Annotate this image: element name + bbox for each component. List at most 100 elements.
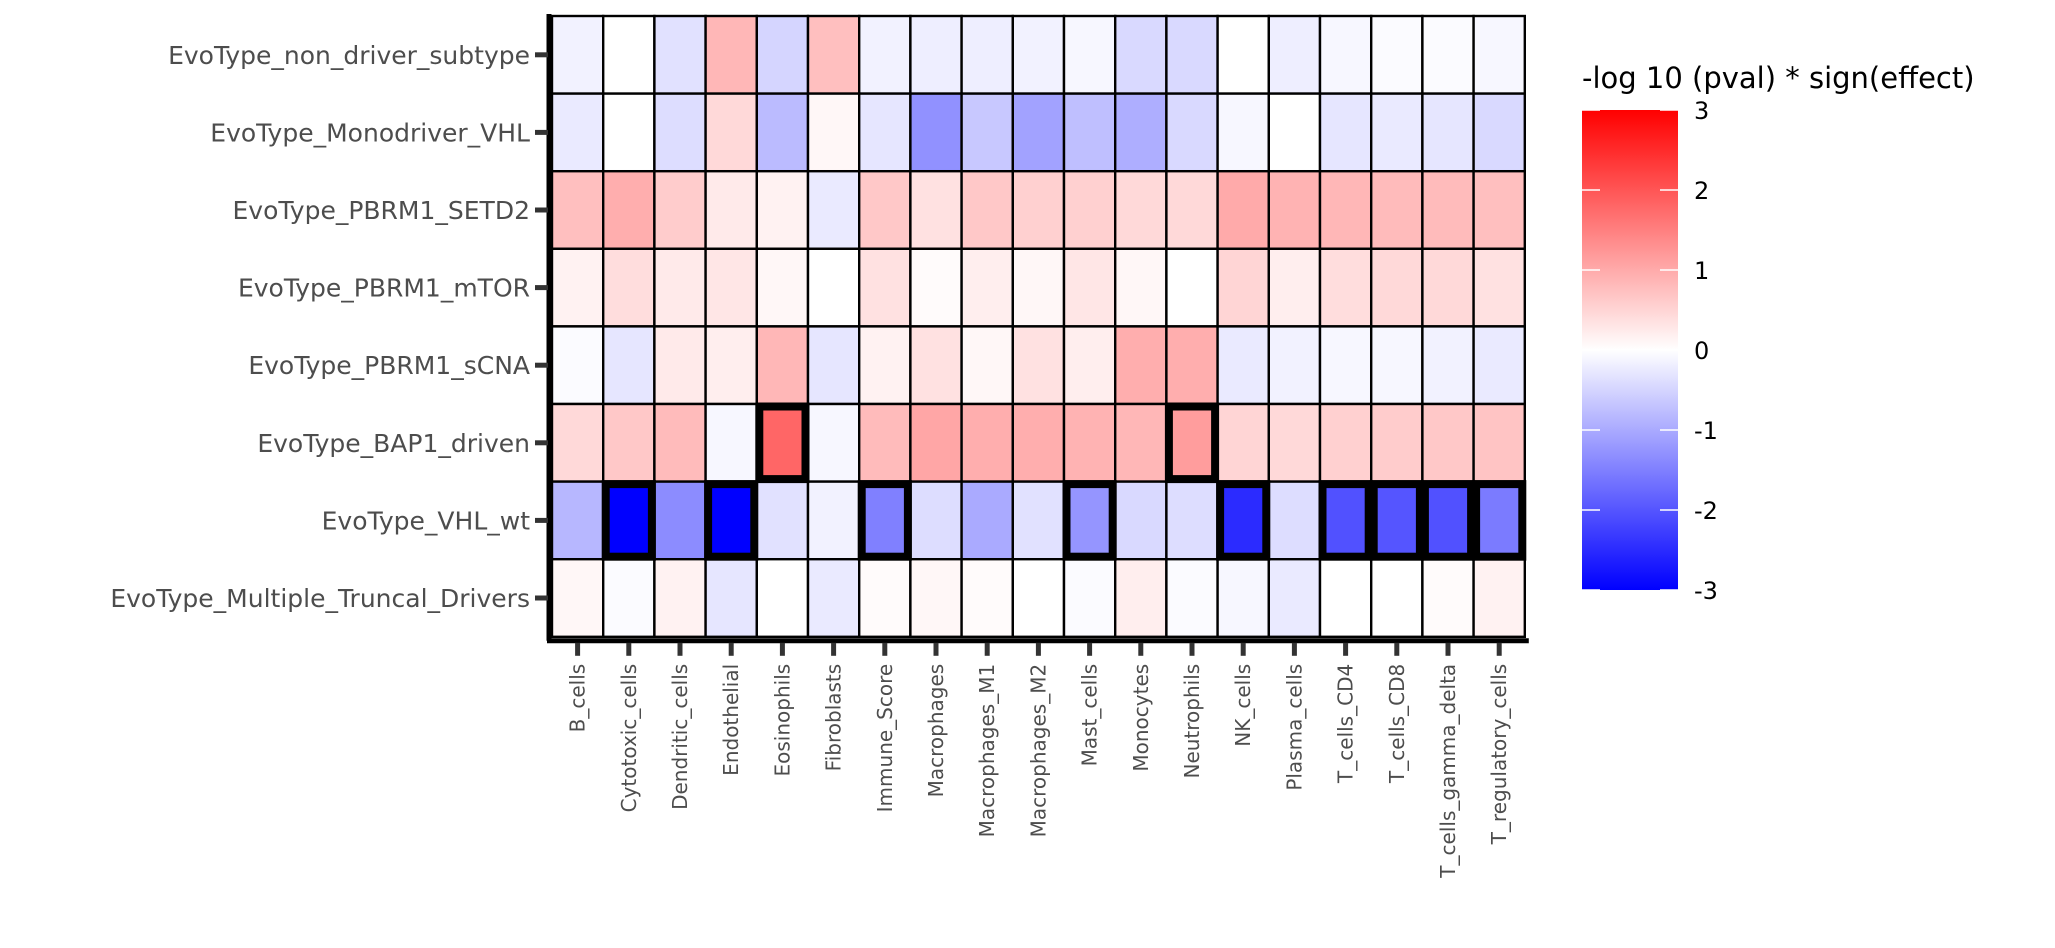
heatmap-cell [1062, 14, 1117, 95]
x-tick-label: Immune_Score [873, 664, 897, 813]
heatmap-cell [602, 480, 656, 561]
significant-cell-outline [1062, 480, 1117, 561]
heatmap-cell [1369, 325, 1424, 406]
heatmap-cell [909, 169, 963, 250]
heatmap-cell [1267, 325, 1322, 406]
heatmap-cell [806, 247, 861, 328]
significant-cell-outline [1164, 402, 1220, 484]
heatmap-cell [704, 169, 758, 250]
heatmap-cell [550, 325, 605, 406]
heatmap-cell [1267, 14, 1322, 95]
heatmap-cell [1216, 325, 1270, 406]
heatmap-cell [704, 325, 758, 406]
significance-highlights [601, 402, 1527, 561]
x-tick-label: Cytotoxic_cells [617, 664, 641, 813]
heatmap-cell [960, 480, 1014, 561]
heatmap-cell [806, 14, 861, 95]
x-tick-label: Macrophages_M1 [975, 664, 999, 838]
heatmap-cell [1421, 169, 1475, 250]
heatmap-cell [1011, 558, 1066, 639]
heatmap-cell [909, 480, 963, 561]
x-tick-label: Endothelial [719, 664, 743, 776]
x-tick-label: Neutrophils [1180, 664, 1204, 779]
heatmap-cell [1369, 480, 1424, 561]
heatmap-cell [550, 169, 605, 250]
heatmap-cell [704, 14, 758, 95]
heatmap-cell [1113, 92, 1168, 173]
heatmap-cell [960, 325, 1014, 406]
heatmap-cell [1062, 558, 1117, 639]
heatmap-cell [653, 480, 707, 561]
heatmap-cell [1216, 169, 1270, 250]
heatmap-cell [858, 169, 912, 250]
heatmap-cell [960, 558, 1014, 639]
x-tick-label: T_regulatory_cells [1487, 664, 1511, 845]
heatmap-cell [602, 169, 656, 250]
heatmap-cell [602, 92, 656, 173]
heatmap-cell [1472, 480, 1526, 561]
significant-cell-outline [1318, 480, 1373, 561]
heatmap-cell [1318, 169, 1373, 250]
heatmap-cell [1421, 558, 1475, 639]
heatmap-cell [1165, 92, 1219, 173]
heatmap-cell [960, 14, 1014, 95]
heatmap-cell [909, 325, 963, 406]
x-tick-label: B_cells [566, 664, 590, 733]
legend-tick-label: 0 [1694, 337, 1709, 365]
significant-cell-outline [704, 480, 759, 561]
heatmap-cell [806, 480, 861, 561]
y-tick-label: EvoType_PBRM1_SETD2 [233, 196, 530, 225]
y-tick-label: EvoType_PBRM1_mTOR [238, 274, 530, 303]
heatmap-cell [1472, 169, 1526, 250]
y-tick-label: EvoType_BAP1_driven [257, 429, 530, 458]
heatmap-cell [960, 169, 1014, 250]
heatmap-cell [602, 325, 656, 406]
heatmap-cell [602, 402, 656, 483]
heatmap-cell [550, 402, 605, 483]
heatmap-cell [1165, 169, 1219, 250]
heatmap-cell [1318, 92, 1373, 173]
heatmap-cell [1216, 558, 1270, 639]
heatmap-cell [602, 558, 656, 639]
x-tick-label: T_cells_CD8 [1385, 664, 1409, 784]
heatmap-cell [1165, 325, 1219, 406]
heatmap-cell [960, 402, 1014, 483]
heatmap-cell [806, 558, 861, 639]
y-tick-label: EvoType_Monodriver_VHL [210, 118, 530, 147]
heatmap-cell [550, 480, 605, 561]
heatmap-cell [1165, 402, 1219, 483]
axes [546, 14, 1529, 644]
legend-tick-label: 1 [1694, 257, 1709, 285]
heatmap-cell [1421, 92, 1475, 173]
x-tick-label: Fibroblasts [822, 664, 846, 772]
x-tick-label: Mast_cells [1078, 664, 1102, 767]
heatmap-cell [1062, 480, 1117, 561]
heatmap-cell [806, 169, 861, 250]
heatmap-cell [1113, 325, 1168, 406]
heatmap-cell [704, 480, 758, 561]
legend-tick-label: -2 [1694, 497, 1718, 525]
heatmap-cell [1113, 402, 1168, 483]
legend-tick-label: -3 [1694, 577, 1718, 605]
heatmap-cell [1216, 247, 1270, 328]
significant-cell-outline [755, 402, 810, 484]
heatmap-cell [909, 14, 963, 95]
heatmap-cell [1011, 247, 1066, 328]
y-tick-label: EvoType_VHL_wt [322, 506, 531, 535]
heatmap-cell [1267, 402, 1322, 483]
heatmap-cell [1062, 169, 1117, 250]
heatmap-cell [1165, 14, 1219, 95]
heatmap-cell [1421, 247, 1475, 328]
heatmap-cell [550, 14, 605, 95]
heatmap-cell [1113, 14, 1168, 95]
heatmap-cell [1421, 480, 1475, 561]
heatmap-cell [704, 247, 758, 328]
heatmap-cell [1472, 247, 1526, 328]
x-tick-label: Macrophages_M2 [1026, 664, 1050, 838]
heatmap-cell [909, 558, 963, 639]
heatmap-cell [960, 92, 1014, 173]
heatmap-cell [653, 402, 707, 483]
heatmap-cell [755, 247, 810, 328]
heatmap-cell [602, 14, 656, 95]
